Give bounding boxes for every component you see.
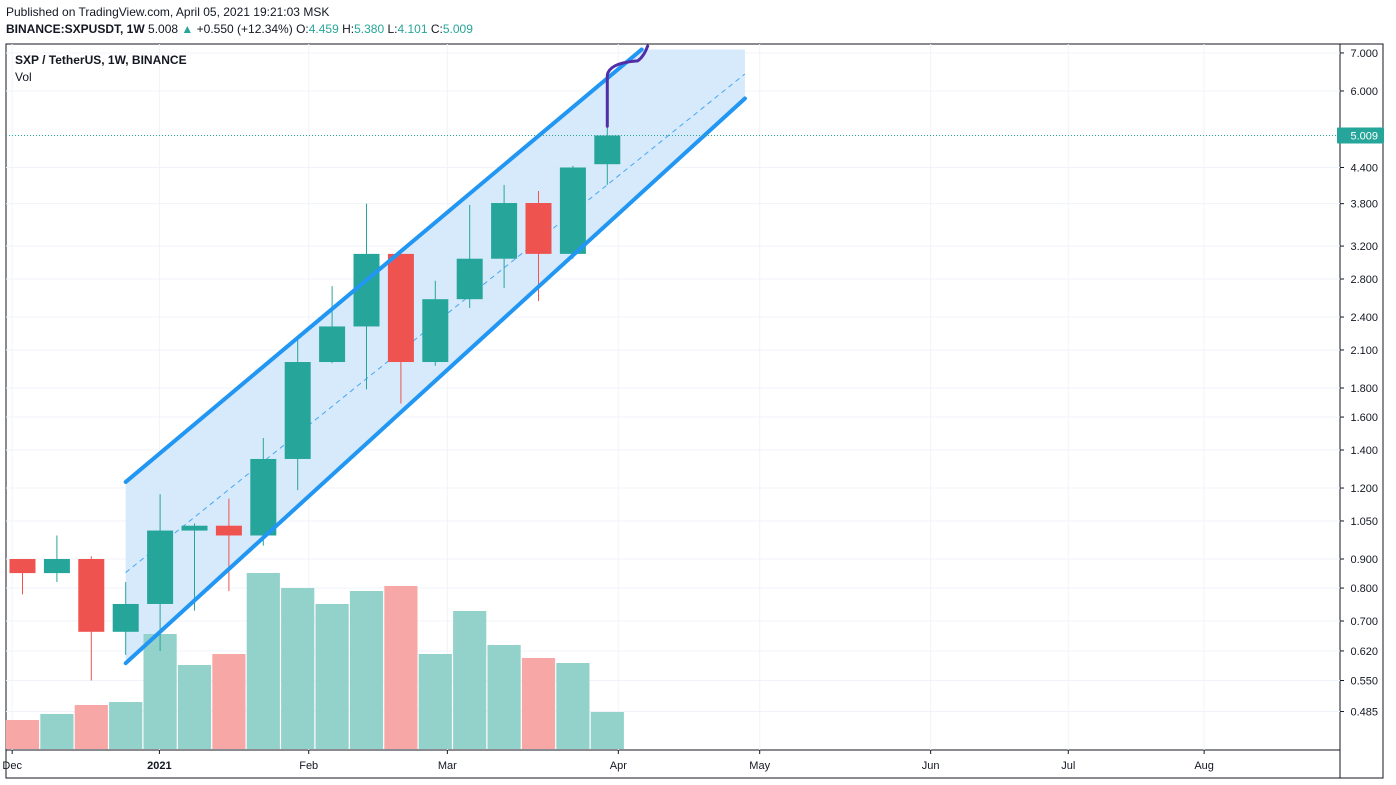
y-tick-label: 2.100 (1350, 345, 1378, 357)
volume-bar (143, 634, 177, 749)
chart-header: Published on TradingView.com, April 05, … (6, 4, 473, 38)
x-tick-label: 2021 (147, 760, 171, 772)
x-tick-label: Mar (438, 760, 457, 772)
volume-bar (74, 705, 108, 749)
candle-body (43, 559, 70, 574)
candle-body (456, 258, 483, 300)
x-tick-label: May (749, 760, 770, 772)
volume-legend: Vol (15, 70, 32, 84)
candle-body (525, 203, 552, 254)
y-tick-label: 2.800 (1350, 274, 1378, 286)
volume-bar (212, 654, 246, 749)
symbol-label: BINANCE:SXPUSDT, 1W (6, 22, 145, 36)
y-tick-label: 1.800 (1350, 383, 1378, 395)
close-label: C: (430, 22, 443, 36)
plot-frame (5, 43, 1384, 779)
y-tick-label: 0.800 (1350, 583, 1378, 595)
y-tick-label: 6.000 (1350, 86, 1378, 98)
candle-body (319, 326, 346, 363)
y-tick-label: 1.600 (1350, 412, 1378, 424)
up-arrow-icon: ▲ (181, 22, 194, 36)
y-tick-label: 1.200 (1350, 483, 1378, 495)
volume-bar (349, 591, 384, 749)
volume-bar (177, 665, 212, 749)
candle-body (181, 525, 208, 531)
volume-bar (5, 720, 40, 749)
y-tick-label: 1.400 (1350, 445, 1378, 457)
last-price: 5.008 (148, 22, 179, 36)
volume-bar (384, 586, 418, 749)
y-tick-label: 0.900 (1350, 554, 1378, 566)
volume-bar (521, 658, 556, 749)
volume-bar (453, 611, 487, 749)
y-tick-label: 1.050 (1350, 516, 1378, 528)
close-value: 5.009 (442, 22, 473, 36)
price-change: +0.550 (+12.34%) (196, 22, 293, 36)
channel-upper-line (123, 47, 644, 484)
candle-body (594, 135, 621, 165)
candle-body (250, 458, 277, 536)
volume-bar (109, 702, 143, 749)
candle-body (353, 253, 380, 327)
high-label: H: (342, 22, 355, 36)
y-tick-label: 4.400 (1350, 162, 1378, 174)
volume-bar (487, 645, 521, 749)
candle-body (112, 603, 139, 632)
y-tick-label: 0.700 (1350, 616, 1378, 628)
low-value: 4.101 (397, 22, 428, 36)
open-value: 4.459 (308, 22, 339, 36)
volume-bar (315, 604, 349, 749)
series-title: SXP / TetherUS, 1W, BINANCE (15, 53, 187, 67)
current-price-label: 5.009 (1350, 131, 1378, 143)
publish-info: Published on TradingView.com, April 05, … (6, 5, 330, 19)
x-tick-label: Feb (299, 760, 318, 772)
volume-bar (40, 714, 74, 749)
volume-bar (418, 654, 452, 749)
volume-bar (246, 573, 280, 749)
candle-body (9, 559, 36, 574)
y-tick-label: 7.000 (1350, 48, 1378, 60)
x-tick-label: Jun (922, 760, 940, 772)
projection-path (605, 44, 650, 128)
candle-body (559, 167, 586, 254)
candle-body (387, 253, 414, 363)
y-tick-label: 0.485 (1350, 707, 1378, 719)
ohlc-line: BINANCE:SXPUSDT, 1W 5.008 ▲ +0.550 (+12.… (6, 21, 473, 38)
x-tick-label: Aug (1194, 760, 1214, 772)
high-value: 5.380 (354, 22, 385, 36)
volume-bar (281, 588, 315, 749)
candle-body (147, 530, 174, 604)
x-tick-label: Dec (2, 760, 22, 772)
y-tick-label: 0.620 (1350, 646, 1378, 658)
candle-body (284, 362, 311, 459)
candle-body (215, 525, 242, 536)
volume-bar (590, 712, 624, 749)
open-label: O: (296, 22, 309, 36)
candle-body (422, 299, 449, 363)
channel-lower-line (123, 96, 747, 666)
volume-bar (556, 663, 590, 749)
series-legend: SXP / TetherUS, 1W, BINANCE Vol (15, 52, 187, 86)
candle-body (491, 203, 518, 259)
current-price-badge (1337, 127, 1384, 144)
y-tick-label: 2.400 (1350, 312, 1378, 324)
y-tick-label: 0.550 (1350, 675, 1378, 687)
candle-body (78, 559, 105, 632)
y-tick-label: 3.200 (1350, 241, 1378, 253)
low-label: L: (387, 22, 398, 36)
y-tick-label: 3.800 (1350, 199, 1378, 211)
x-tick-label: Jul (1061, 760, 1075, 772)
x-tick-label: Apr (610, 760, 627, 772)
